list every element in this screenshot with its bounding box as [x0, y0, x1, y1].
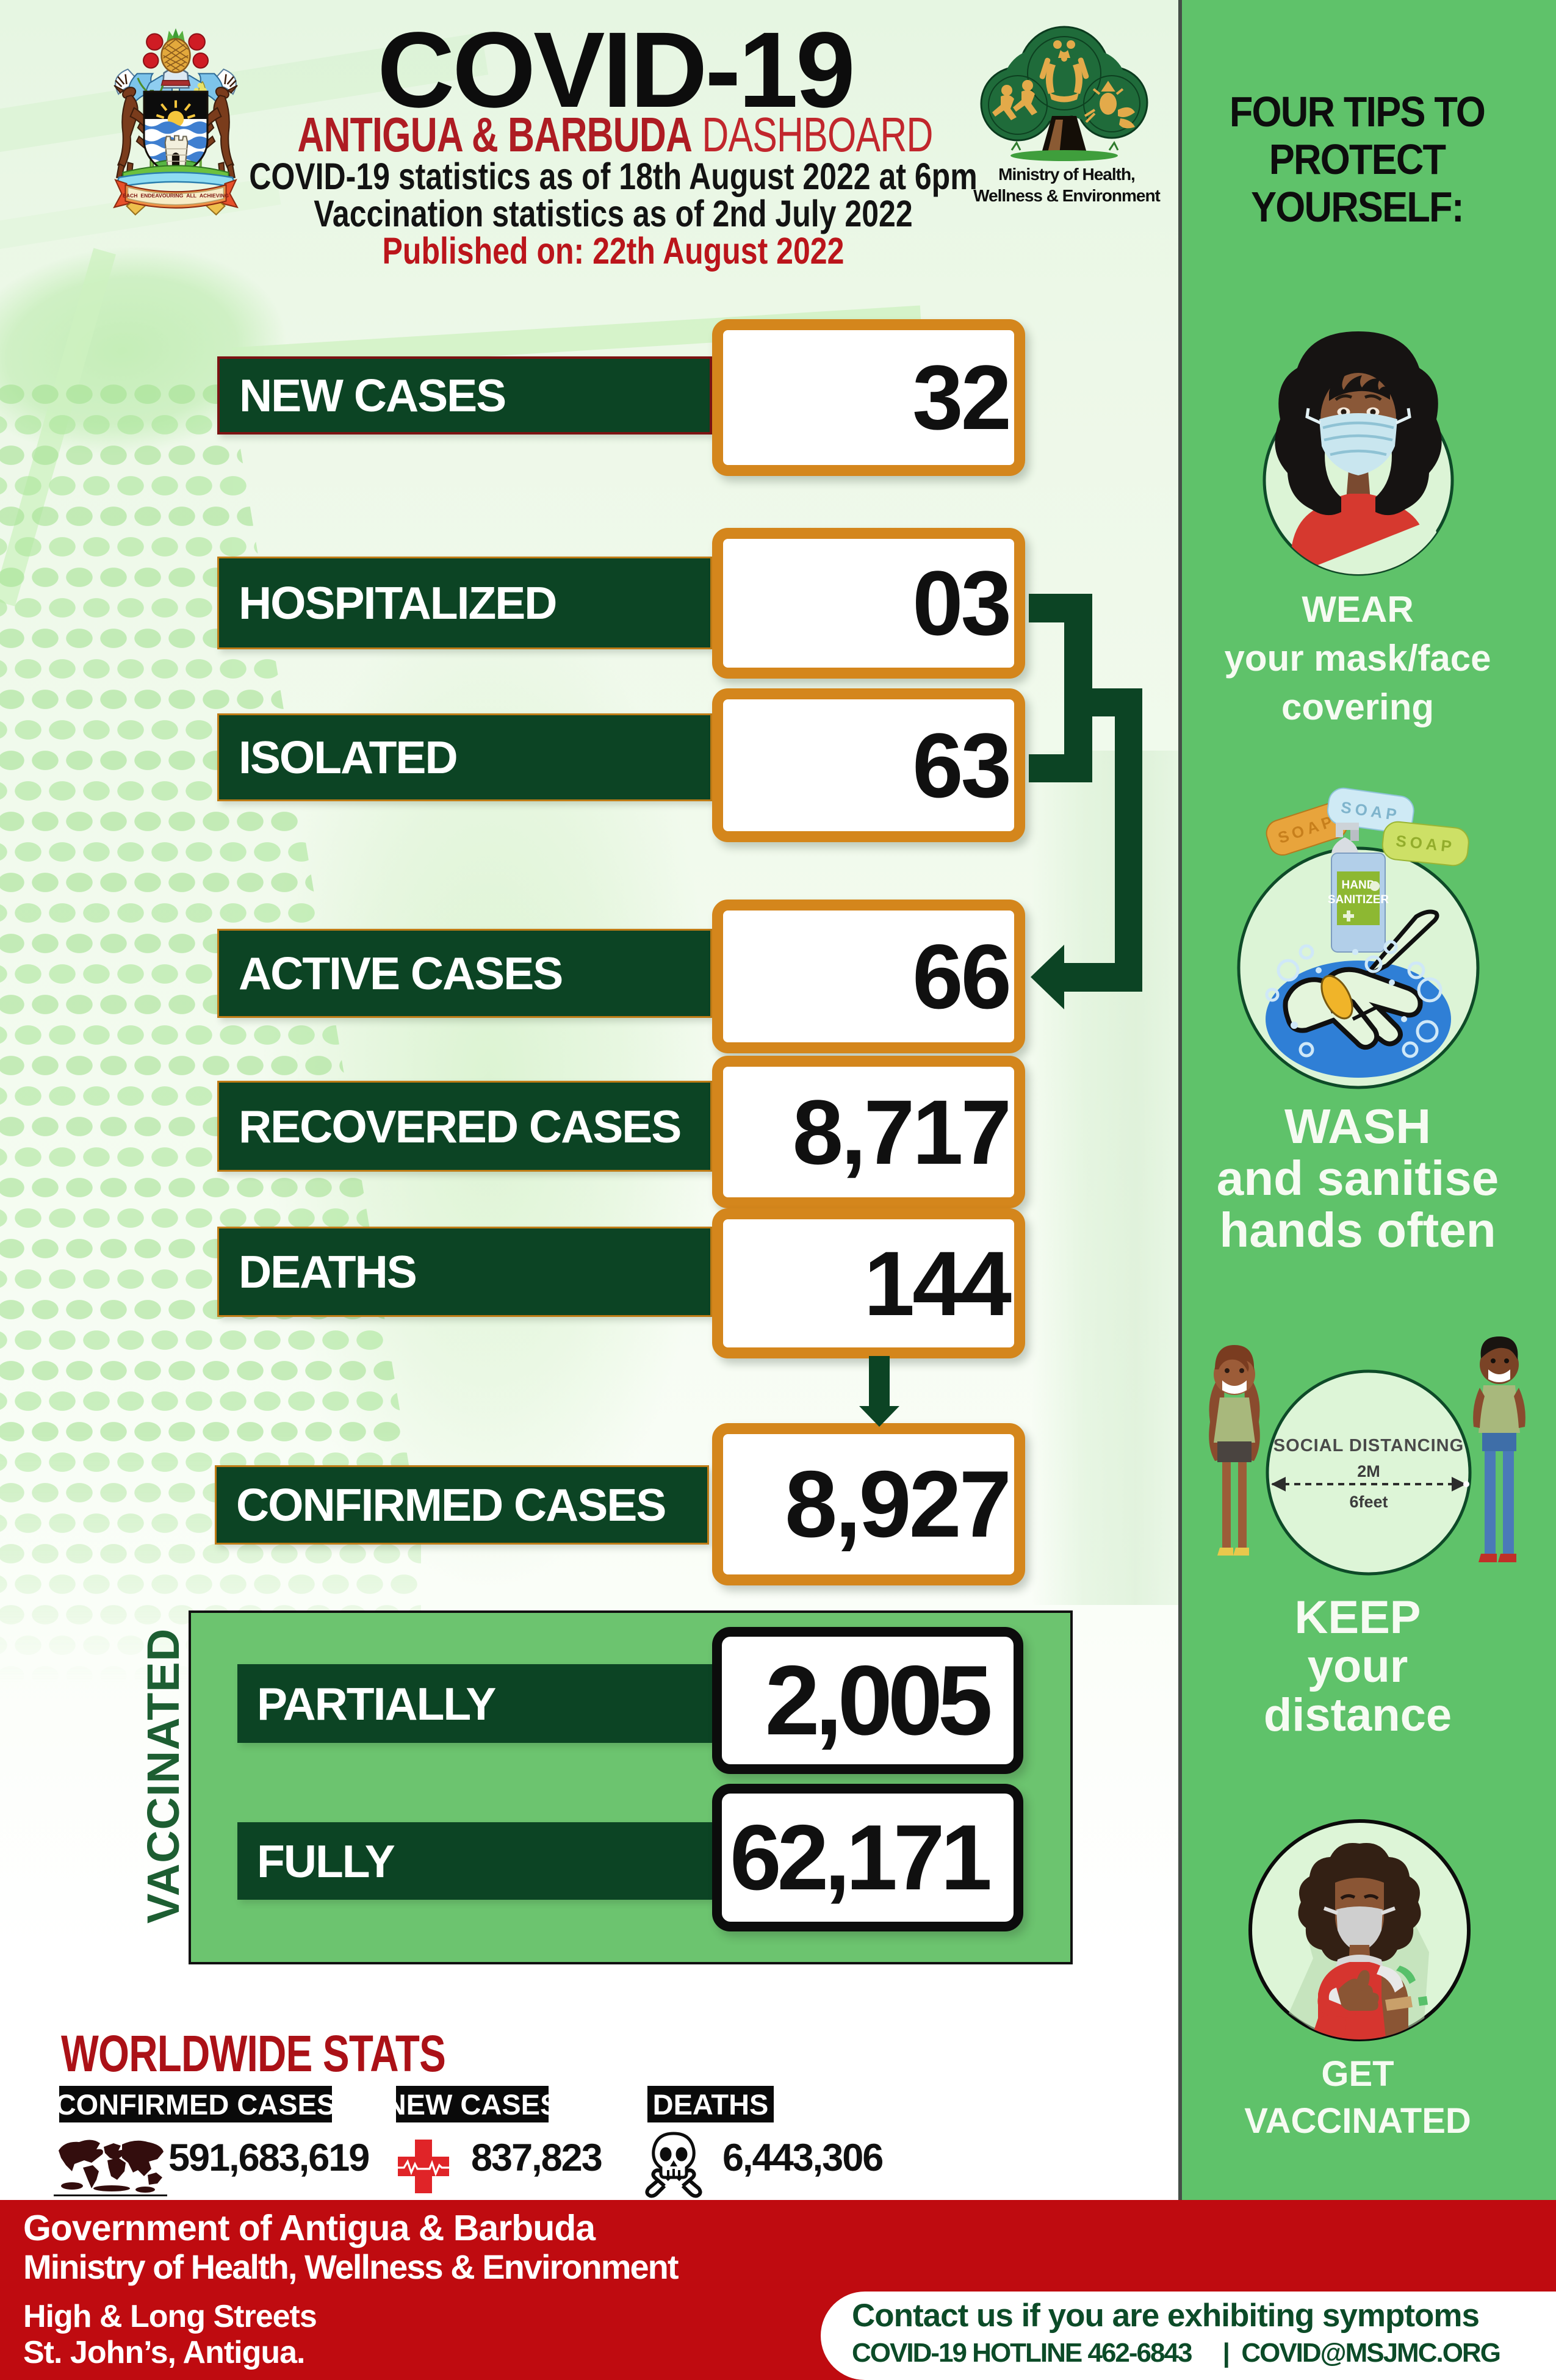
- svg-text:SANITIZER: SANITIZER: [1328, 893, 1389, 906]
- svg-text:HAND: HAND: [1342, 879, 1375, 892]
- svg-text:EACH ENDEAVOURING ALL ACHIE: EACH ENDEAVOURING ALL ACHIEVING: [123, 192, 229, 198]
- svg-text:6feet: 6feet: [1349, 1493, 1388, 1511]
- svg-text:SOCIAL DISTANCING: SOCIAL DISTANCING: [1273, 1436, 1464, 1455]
- svg-text:2M: 2M: [1357, 1462, 1380, 1480]
